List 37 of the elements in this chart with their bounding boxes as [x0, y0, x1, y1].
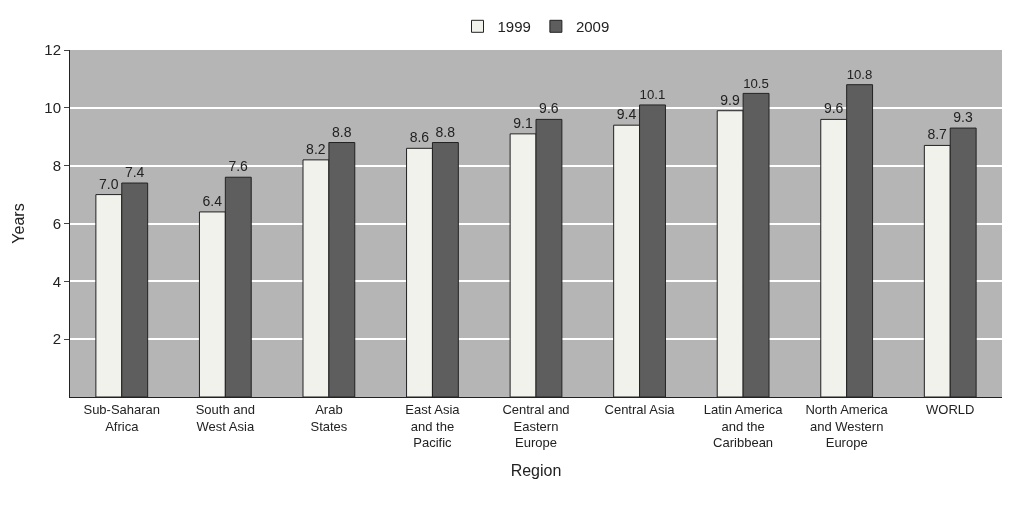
- y-tick-label: 6: [52, 214, 61, 232]
- data-label: 9.3: [953, 109, 973, 126]
- x-tick-label: East Asia and the Pacific: [405, 401, 461, 451]
- y-tick-label: 10: [44, 99, 61, 117]
- data-label: 7.6: [228, 158, 249, 175]
- data-label: 6.4: [202, 192, 223, 209]
- y-tick-label: 12: [44, 41, 61, 59]
- data-label: 10.8: [846, 66, 873, 82]
- x-tick-label: WORLD: [926, 401, 975, 417]
- y-axis-title: Years: [10, 203, 28, 244]
- x-tick-label: North America and Western Europe: [805, 401, 889, 451]
- legend-label: 1999: [497, 18, 531, 36]
- data-label: 8.8: [435, 123, 456, 140]
- y-tick-label: 4: [52, 272, 61, 290]
- data-label: 10.1: [639, 87, 666, 103]
- x-tick-label: Latin America and the Caribbean: [703, 401, 784, 451]
- x-tick-label: Central Asia: [604, 401, 676, 417]
- data-label: 10.5: [743, 75, 769, 91]
- data-label: 8.6: [409, 129, 430, 146]
- data-label: 7.4: [124, 164, 145, 181]
- data-label: 8.2: [306, 140, 326, 157]
- data-label: 9.9: [720, 91, 740, 108]
- y-tick-label: 2: [52, 330, 61, 348]
- data-label: 9.4: [616, 106, 637, 123]
- data-label: 7.0: [99, 175, 119, 192]
- x-tick-label: South and West Asia: [195, 401, 255, 434]
- legend-label: 2009: [575, 18, 610, 36]
- data-label: 8.8: [332, 123, 352, 140]
- data-label: 9.1: [513, 114, 533, 131]
- y-tick-label: 8: [52, 156, 61, 174]
- data-label: 9.6: [823, 100, 844, 117]
- data-label: 8.7: [927, 126, 948, 143]
- x-axis-title: Region: [510, 462, 562, 480]
- x-tick-label: Arab States: [310, 401, 348, 434]
- x-tick-label: Sub-Saharan Africa: [83, 401, 161, 434]
- x-tick-label: Central and Eastern Europe: [502, 401, 570, 451]
- data-label: 9.6: [539, 100, 559, 117]
